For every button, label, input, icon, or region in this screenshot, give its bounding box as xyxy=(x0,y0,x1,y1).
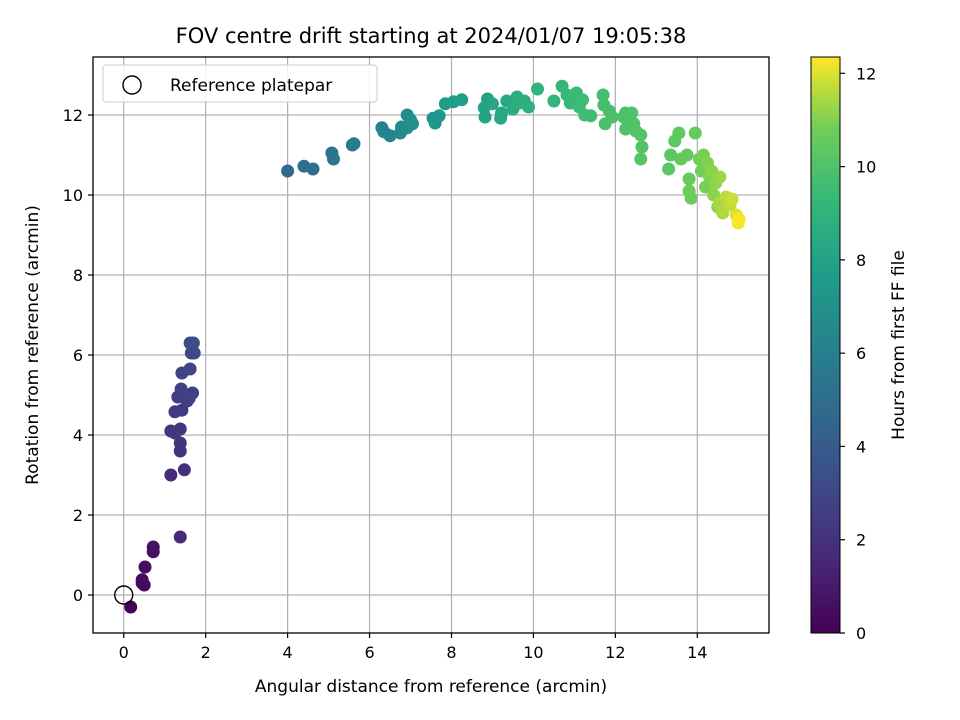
scatter-point xyxy=(725,192,739,206)
colorbar-tick-label: 12 xyxy=(856,64,876,83)
scatter-point xyxy=(596,88,610,102)
colorbar-tick-label: 6 xyxy=(856,344,866,363)
scatter-point xyxy=(173,422,187,436)
x-tick-label: 14 xyxy=(687,643,707,662)
scatter-point xyxy=(146,540,160,554)
y-tick-label: 4 xyxy=(73,426,83,445)
scatter-point xyxy=(406,117,420,131)
colorbar-tick-label: 2 xyxy=(856,531,866,550)
scatter-point xyxy=(138,560,152,574)
scatter-point xyxy=(522,100,536,114)
scatter-point xyxy=(598,117,612,131)
scatter-point xyxy=(698,180,712,194)
colorbar-tick-label: 8 xyxy=(856,251,866,270)
legend-open-circle-icon xyxy=(122,75,142,95)
y-tick-label: 0 xyxy=(73,586,83,605)
colorbar-frame xyxy=(810,56,841,634)
scatter-point xyxy=(634,152,648,166)
scatter-point xyxy=(662,162,676,176)
scatter-point xyxy=(177,463,191,477)
scatter-point xyxy=(635,140,649,154)
scatter-point xyxy=(281,164,295,178)
scatter-point xyxy=(684,191,698,205)
x-tick-label: 8 xyxy=(446,643,456,662)
x-tick-label: 10 xyxy=(523,643,543,662)
y-tick-label: 12 xyxy=(63,106,83,125)
scatter-point xyxy=(547,94,561,108)
x-tick-label: 4 xyxy=(283,643,293,662)
y-axis-ticks: 0 2 4 6 8 10 12 xyxy=(63,106,93,605)
scatter-point xyxy=(432,109,446,123)
legend-entry-reference-platepar: Reference platepar xyxy=(170,76,332,96)
scatter-point xyxy=(174,382,188,396)
scatter-point xyxy=(124,600,138,614)
colorbar-tick-label: 4 xyxy=(856,437,866,456)
scatter-point xyxy=(664,148,678,162)
x-tick-label: 0 xyxy=(119,643,129,662)
colorbar-tick-label: 0 xyxy=(856,624,866,643)
data-points xyxy=(124,79,746,614)
scatter-point xyxy=(173,530,187,544)
reference-platepar-marker xyxy=(114,585,134,605)
chart-title: FOV centre drift starting at 2024/01/07 … xyxy=(176,24,687,48)
y-tick-label: 10 xyxy=(63,186,83,205)
scatter-point xyxy=(347,137,361,151)
scatter-point xyxy=(688,126,702,140)
colorbar-ticks: 0 2 4 6 8 10 12 xyxy=(840,64,876,643)
scatter-point xyxy=(182,391,196,405)
scatter-point xyxy=(713,170,727,184)
scatter-point xyxy=(625,106,639,120)
x-tick-label: 6 xyxy=(364,643,374,662)
scatter-point xyxy=(478,110,492,124)
scatter-point xyxy=(682,172,696,186)
x-tick-label: 12 xyxy=(605,643,625,662)
scatter-point xyxy=(306,162,320,176)
legend: Reference platepar xyxy=(102,64,378,103)
scatter-point xyxy=(383,129,397,143)
y-tick-label: 8 xyxy=(73,266,83,285)
x-tick-label: 2 xyxy=(201,643,211,662)
scatter-point xyxy=(326,152,340,166)
scatter-point xyxy=(164,468,178,482)
scatter-point xyxy=(634,128,648,142)
scatter-point xyxy=(183,336,197,350)
colorbar-gradient xyxy=(811,57,840,633)
scatter-point xyxy=(494,106,508,120)
plot-frame xyxy=(92,56,770,634)
scatter-point xyxy=(584,109,598,123)
scatter-point xyxy=(173,436,187,450)
y-axis-label: Rotation from reference (arcmin) xyxy=(23,205,43,485)
scatter-point xyxy=(183,362,197,376)
scatter-point xyxy=(680,148,694,162)
scatter-point xyxy=(576,93,590,107)
scatter-point xyxy=(135,573,149,587)
x-axis-label: Angular distance from reference (arcmin) xyxy=(255,677,607,697)
scatter-point xyxy=(732,212,746,226)
colorbar: 0 2 4 6 8 10 12 Hours from first FF file xyxy=(810,56,909,643)
scatter-point xyxy=(672,126,686,140)
scatter-point xyxy=(485,97,499,111)
colorbar-tick-label: 10 xyxy=(856,158,876,177)
colorbar-label: Hours from first FF file xyxy=(889,250,909,440)
y-tick-label: 2 xyxy=(73,506,83,525)
y-tick-label: 6 xyxy=(73,346,83,365)
x-axis-ticks: 0 2 4 6 8 10 12 14 xyxy=(119,633,707,662)
legend-box xyxy=(102,64,378,103)
scatter-point xyxy=(187,346,201,360)
grid-lines xyxy=(93,57,769,633)
scatter-point xyxy=(455,93,469,107)
scatter-point xyxy=(531,82,545,96)
